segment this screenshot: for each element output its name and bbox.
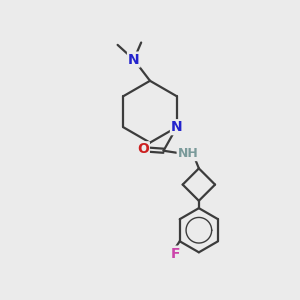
Text: N: N — [128, 52, 140, 67]
Text: N: N — [171, 120, 183, 134]
Text: F: F — [171, 247, 180, 261]
Text: O: O — [137, 142, 149, 156]
Text: NH: NH — [178, 147, 198, 160]
